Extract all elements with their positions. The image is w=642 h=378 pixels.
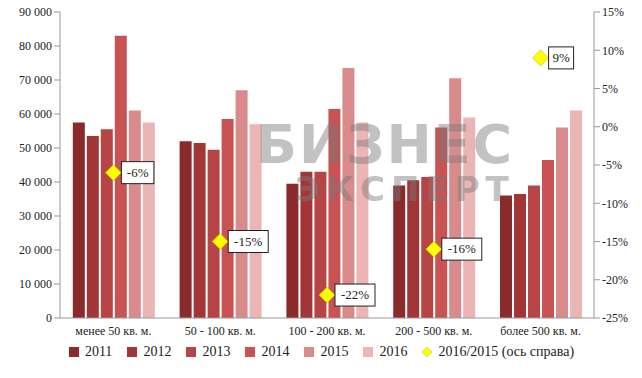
html-text:БИЗНЕС: БИЗНЕС	[255, 113, 515, 176]
svg-text:-15%: -15%	[602, 235, 628, 249]
svg-text:-10%: -10%	[602, 197, 628, 211]
svg-text:-25%: -25%	[602, 311, 628, 325]
svg-text:5%: 5%	[602, 82, 618, 96]
svg-text:80 000: 80 000	[19, 39, 52, 53]
html-text:2012: 2012	[143, 344, 172, 359]
html-text:2013: 2013	[202, 344, 231, 359]
svg-text:-5%: -5%	[602, 158, 622, 172]
svg-text:30 000: 30 000	[19, 209, 52, 223]
html-text:ЭКСПЕРТ: ЭКСПЕРТ	[295, 169, 515, 209]
svg-text:9%: 9%	[552, 50, 570, 65]
svg-text:60 000: 60 000	[19, 107, 52, 121]
svg-text:-16%: -16%	[448, 241, 476, 256]
html-text:2011: 2011	[84, 344, 113, 359]
svg-text:15%: 15%	[602, 5, 624, 19]
html-text:2015: 2015	[320, 344, 349, 359]
svg-text:10 000: 10 000	[19, 277, 52, 291]
svg-text:0: 0	[46, 311, 52, 325]
svg-text:-15%: -15%	[234, 234, 262, 249]
svg-text:более 500 кв. м.: более 500 кв. м.	[500, 324, 581, 338]
svg-text:менее 50 кв. м.: менее 50 кв. м.	[75, 324, 151, 338]
svg-text:10%: 10%	[602, 44, 624, 58]
svg-text:20 000: 20 000	[19, 243, 52, 257]
svg-text:50 000: 50 000	[19, 141, 52, 155]
svg-text:50 - 100 кв. м.: 50 - 100 кв. м.	[185, 324, 256, 338]
svg-text:-20%: -20%	[602, 273, 628, 287]
html-text:2016/2015 (ось справа): 2016/2015 (ось справа)	[438, 344, 575, 359]
svg-text:70 000: 70 000	[19, 73, 52, 87]
svg-text:200 - 500 кв. м.: 200 - 500 кв. м.	[395, 324, 472, 338]
html-text:2014: 2014	[261, 344, 290, 359]
svg-text:100 - 200 кв. м.: 100 - 200 кв. м.	[288, 324, 365, 338]
svg-text:0%: 0%	[602, 120, 618, 134]
svg-text:-6%: -6%	[127, 165, 149, 180]
svg-text:90 000: 90 000	[19, 5, 52, 19]
svg-text:-22%: -22%	[341, 287, 369, 302]
svg-text:40 000: 40 000	[19, 175, 52, 189]
html-text:2016: 2016	[379, 344, 408, 359]
